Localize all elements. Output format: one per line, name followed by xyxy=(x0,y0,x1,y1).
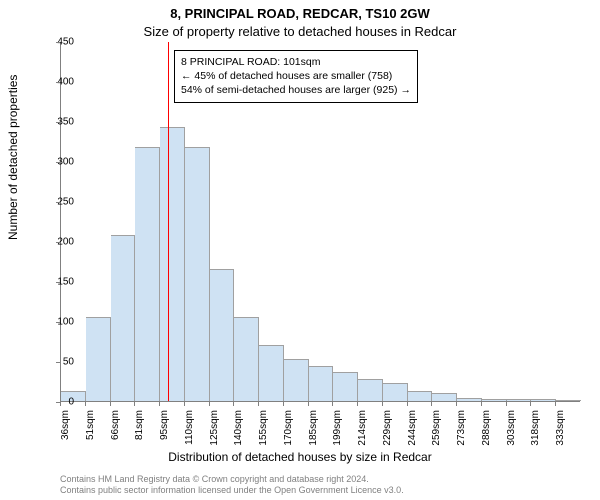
x-tick-label: 140sqm xyxy=(233,410,244,450)
y-tick-mark xyxy=(56,242,60,243)
histogram-bar xyxy=(556,400,581,401)
histogram-bar xyxy=(358,379,383,401)
x-tick-mark xyxy=(159,402,160,406)
x-tick-mark xyxy=(382,402,383,406)
x-tick-label: 81sqm xyxy=(134,410,145,450)
annotation-box: 8 PRINCIPAL ROAD: 101sqm ← 45% of detach… xyxy=(174,50,418,103)
x-tick-label: 303sqm xyxy=(506,410,517,450)
x-tick-mark xyxy=(506,402,507,406)
histogram-bar xyxy=(333,372,358,401)
x-tick-label: 125sqm xyxy=(209,410,220,450)
footer-line-1: Contains HM Land Registry data © Crown c… xyxy=(60,474,404,485)
x-tick-mark xyxy=(407,402,408,406)
x-tick-mark xyxy=(134,402,135,406)
x-tick-mark xyxy=(283,402,284,406)
x-tick-mark xyxy=(110,402,111,406)
x-tick-label: 288sqm xyxy=(481,410,492,450)
y-tick-mark xyxy=(56,202,60,203)
y-axis-label: Number of detached properties xyxy=(6,75,20,240)
histogram-bar xyxy=(160,127,185,401)
x-tick-label: 95sqm xyxy=(159,410,170,450)
y-tick-mark xyxy=(56,122,60,123)
y-tick-mark xyxy=(56,42,60,43)
x-tick-label: 110sqm xyxy=(184,410,195,450)
chart-title-address: 8, PRINCIPAL ROAD, REDCAR, TS10 2GW xyxy=(0,6,600,21)
histogram-bar xyxy=(135,147,160,401)
x-tick-label: 51sqm xyxy=(85,410,96,450)
x-axis-label: Distribution of detached houses by size … xyxy=(0,450,600,464)
annotation-line-3: 54% of semi-detached houses are larger (… xyxy=(181,83,411,97)
histogram-bar xyxy=(309,366,334,401)
histogram-bar xyxy=(234,317,259,401)
y-tick-mark xyxy=(56,282,60,283)
x-tick-label: 199sqm xyxy=(332,410,343,450)
histogram-bar xyxy=(284,359,309,401)
histogram-bar xyxy=(210,269,235,401)
x-tick-mark xyxy=(456,402,457,406)
x-tick-mark xyxy=(209,402,210,406)
y-tick-mark xyxy=(56,322,60,323)
footer-line-2: Contains public sector information licen… xyxy=(60,485,404,496)
histogram-bar xyxy=(111,235,136,401)
x-tick-mark xyxy=(233,402,234,406)
x-tick-mark xyxy=(555,402,556,406)
histogram-bar xyxy=(259,345,284,401)
y-tick-mark xyxy=(56,82,60,83)
histogram-bar xyxy=(457,398,482,401)
histogram-bar xyxy=(482,399,507,401)
x-tick-mark xyxy=(332,402,333,406)
x-tick-mark xyxy=(431,402,432,406)
x-tick-mark xyxy=(258,402,259,406)
x-tick-label: 214sqm xyxy=(357,410,368,450)
x-tick-mark xyxy=(184,402,185,406)
y-tick-mark xyxy=(56,162,60,163)
x-tick-label: 244sqm xyxy=(407,410,418,450)
x-tick-mark xyxy=(530,402,531,406)
histogram-bar xyxy=(531,399,556,401)
x-tick-label: 66sqm xyxy=(110,410,121,450)
x-tick-mark xyxy=(308,402,309,406)
histogram-bar xyxy=(185,147,210,401)
y-tick-mark xyxy=(56,362,60,363)
x-tick-label: 229sqm xyxy=(382,410,393,450)
footer-attribution: Contains HM Land Registry data © Crown c… xyxy=(60,474,404,497)
x-tick-label: 318sqm xyxy=(530,410,541,450)
x-tick-label: 36sqm xyxy=(60,410,71,450)
x-tick-mark xyxy=(357,402,358,406)
x-tick-label: 170sqm xyxy=(283,410,294,450)
histogram-bar xyxy=(432,393,457,401)
chart-container: { "chart": { "type": "histogram", "title… xyxy=(0,0,600,500)
chart-subtitle: Size of property relative to detached ho… xyxy=(0,24,600,39)
property-marker-line xyxy=(168,42,169,401)
x-tick-mark xyxy=(85,402,86,406)
x-tick-label: 259sqm xyxy=(431,410,442,450)
annotation-line-2: ← 45% of detached houses are smaller (75… xyxy=(181,69,411,83)
x-tick-label: 333sqm xyxy=(555,410,566,450)
histogram-bar xyxy=(507,399,532,401)
x-tick-label: 273sqm xyxy=(456,410,467,450)
annotation-line-1: 8 PRINCIPAL ROAD: 101sqm xyxy=(181,55,411,69)
x-tick-mark xyxy=(481,402,482,406)
histogram-bar xyxy=(383,383,408,401)
x-tick-label: 155sqm xyxy=(258,410,269,450)
histogram-bar xyxy=(408,391,433,401)
histogram-bar xyxy=(86,317,111,401)
x-tick-mark xyxy=(60,402,61,406)
x-tick-label: 185sqm xyxy=(308,410,319,450)
